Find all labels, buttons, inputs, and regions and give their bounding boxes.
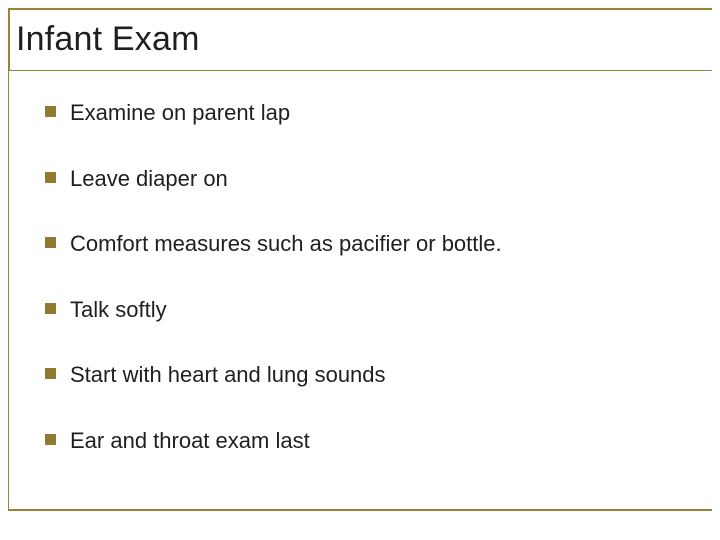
bullet-text: Talk softly [70, 296, 167, 324]
square-bullet-icon [45, 172, 56, 183]
square-bullet-icon [45, 106, 56, 117]
bullet-text: Examine on parent lap [70, 99, 290, 127]
title-region: Infant Exam [8, 8, 712, 71]
body-region: Examine on parent lap Leave diaper on Co… [8, 71, 712, 511]
square-bullet-icon [45, 368, 56, 379]
square-bullet-icon [45, 434, 56, 445]
slide-title: Infant Exam [16, 20, 712, 59]
list-item: Ear and throat exam last [45, 427, 702, 455]
bullet-text: Ear and throat exam last [70, 427, 310, 455]
slide-frame: Infant Exam Examine on parent lap Leave … [8, 8, 712, 532]
square-bullet-icon [45, 237, 56, 248]
bullet-text: Start with heart and lung sounds [70, 361, 386, 389]
list-item: Leave diaper on [45, 165, 702, 193]
bullet-text: Comfort measures such as pacifier or bot… [70, 230, 502, 258]
list-item: Talk softly [45, 296, 702, 324]
list-item: Examine on parent lap [45, 99, 702, 127]
list-item: Comfort measures such as pacifier or bot… [45, 230, 702, 258]
list-item: Start with heart and lung sounds [45, 361, 702, 389]
bullet-list: Examine on parent lap Leave diaper on Co… [45, 99, 702, 454]
square-bullet-icon [45, 303, 56, 314]
bullet-text: Leave diaper on [70, 165, 228, 193]
